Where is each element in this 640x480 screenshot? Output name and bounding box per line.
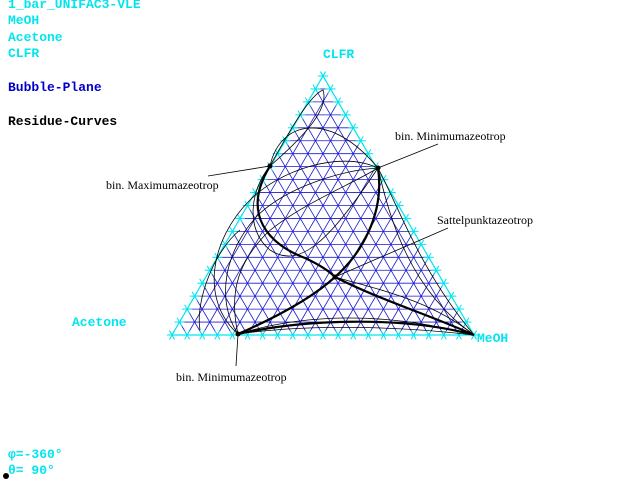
azeotrope (267, 163, 273, 169)
azeotrope (375, 165, 381, 171)
annotation: bin. Maximumazeotrop (106, 178, 219, 192)
leader-line (235, 333, 239, 367)
annotation: bin. Minimumazeotrop (395, 129, 506, 143)
annotation: Sattelpunktazeotrop (437, 213, 533, 227)
title: 1_bar_UNIFAC3-VLE (8, 0, 141, 12)
grid-line (194, 295, 218, 336)
separatrix (256, 165, 475, 337)
grid-line (232, 127, 354, 336)
vertex-label: MeOH (477, 331, 508, 346)
plane-label: Bubble-Plane (8, 80, 102, 95)
leader-line (207, 165, 271, 177)
leader-line (334, 227, 449, 278)
leader-line (377, 143, 439, 169)
residue-curve (269, 127, 379, 169)
grid-line (216, 114, 346, 336)
grid-line (315, 88, 460, 336)
grid-line (209, 270, 248, 336)
grid-line (239, 218, 309, 336)
component: MeOH (8, 13, 39, 28)
residue-curve (198, 229, 241, 331)
grid-line (292, 127, 414, 336)
azeotrope (235, 331, 241, 337)
annotation: bin. Minimumazeotrop (176, 370, 287, 384)
residue-curve (237, 326, 475, 336)
residue-curve (252, 165, 379, 257)
residue-curve (269, 89, 325, 167)
residue-curve (213, 160, 379, 335)
curves-label: Residue-Curves (8, 114, 117, 129)
grid-line (367, 244, 422, 336)
grid-line (269, 166, 369, 336)
angle: θ= 90° (8, 463, 55, 478)
angle: φ=-360° (8, 447, 63, 462)
residue-curve (377, 167, 475, 336)
vertex-label: CLFR (323, 47, 354, 62)
grid-line (201, 101, 339, 336)
component: CLFR (8, 46, 39, 61)
component: Acetone (8, 30, 63, 45)
grid-line (262, 153, 369, 336)
grid-line (284, 140, 399, 336)
azeotrope (332, 274, 338, 280)
triangle-outline (170, 74, 476, 336)
ternary-grid (167, 71, 479, 340)
residue-curves (198, 89, 475, 337)
grid-line (428, 295, 452, 336)
grid-line (224, 244, 279, 336)
vertex-label: Acetone (72, 315, 127, 330)
cursor (3, 473, 9, 479)
grid-line (337, 218, 407, 336)
grid-line (247, 140, 362, 336)
grid-line (277, 153, 384, 336)
grid-line (307, 101, 445, 336)
residue-curve (334, 276, 475, 336)
separatrix (237, 320, 475, 337)
grid-line (254, 192, 339, 336)
leaders (207, 143, 449, 367)
